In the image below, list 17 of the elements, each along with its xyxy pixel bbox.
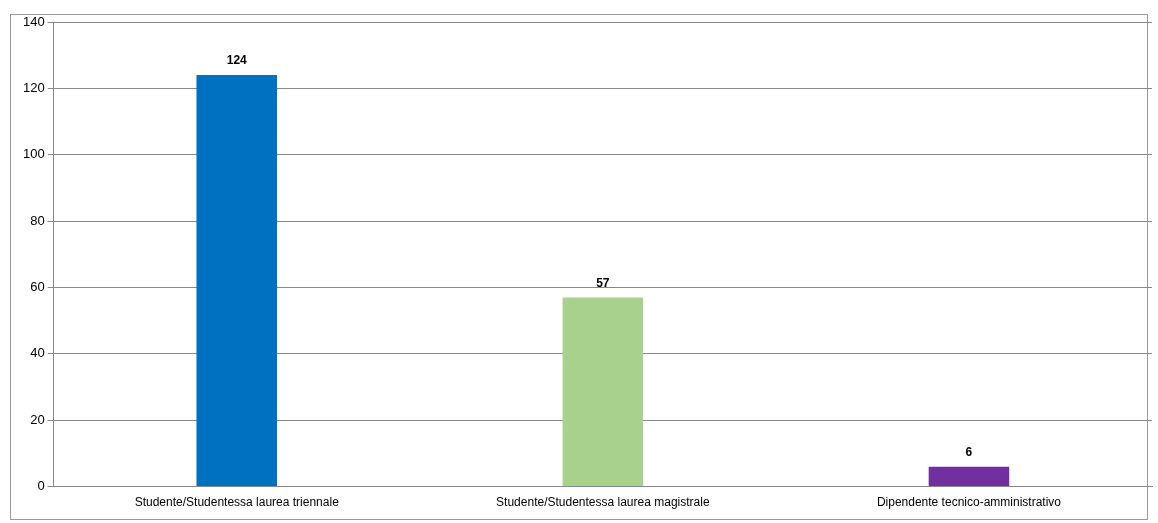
x-tick-label: Studente/Studentessa laurea triennale [134,495,340,510]
y-tick-label: 20 [30,411,45,427]
y-tick-label: 140 [22,13,45,29]
bar [196,75,278,487]
bar [928,466,1010,487]
bar [562,297,644,487]
data-label: 6 [965,445,973,459]
data-label: 124 [226,53,248,68]
data-label: 57 [596,275,610,290]
x-tick-label: Dipendente tecnico-amministrativo [876,495,1062,510]
y-tick-label: 0 [37,478,45,494]
y-tick-label: 120 [22,79,45,95]
y-tick-label: 40 [30,345,45,361]
y-tick-label: 80 [30,212,45,228]
y-tick-label: 60 [30,279,45,295]
y-tick-label: 100 [22,146,45,162]
x-tick-label: Studente/Studentessa laurea magistrale [496,495,710,510]
